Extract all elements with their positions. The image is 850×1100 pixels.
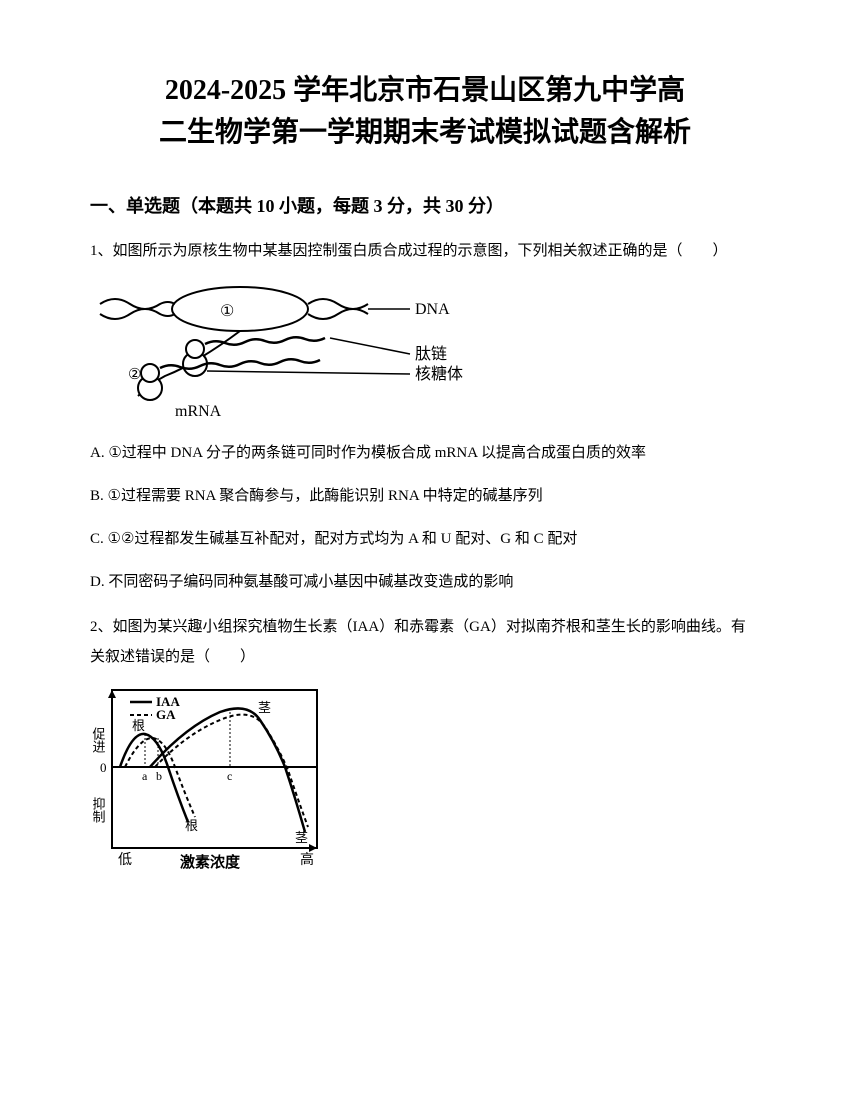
chart-xlabel-left: 低 <box>118 852 132 868</box>
question-2: 2、如图为某兴趣小组探究植物生长素（IAA）和赤霉素（GA）对拟南芥根和茎生长的… <box>90 612 760 882</box>
chart-label-stem-top: 茎 <box>258 700 271 715</box>
chart-label-root-top: 根 <box>132 718 145 733</box>
legend-ga: GA <box>156 707 176 722</box>
q1-option-d: D. 不同密码子编码同种氨基酸可减小基因中碱基改变造成的影响 <box>90 569 760 596</box>
chart-xlabel-right: 高 <box>300 851 314 868</box>
chart-tick-b: b <box>156 769 162 783</box>
chart-ylabel-bottom: 抑制 <box>91 797 106 823</box>
title-line-1: 2024-2025 学年北京市石景山区第九中学高 <box>90 70 760 112</box>
exam-title: 2024-2025 学年北京市石景山区第九中学高 二生物学第一学期期末考试模拟试… <box>90 70 760 154</box>
question-2-figure: 0 促进 抑制 IAA GA a b <box>90 682 760 882</box>
question-2-text: 2、如图为某兴趣小组探究植物生长素（IAA）和赤霉素（GA）对拟南芥根和茎生长的… <box>90 612 760 672</box>
title-line-2: 二生物学第一学期期末考试模拟试题含解析 <box>90 112 760 154</box>
question-1-figure: ① DNA ② 肽链 核糖体 mRNA <box>90 276 760 426</box>
label-dna: DNA <box>415 301 450 318</box>
chart-tick-c: c <box>227 769 232 783</box>
label-mrna: mRNA <box>175 403 222 420</box>
section-1-header: 一、单选题（本题共 10 小题，每题 3 分，共 30 分） <box>90 192 760 218</box>
hormone-concentration-chart: 0 促进 抑制 IAA GA a b <box>90 682 330 882</box>
chart-label-stem-bottom: 茎 <box>295 830 308 845</box>
q1-option-c: C. ①②过程都发生碱基互补配对，配对方式均为 A 和 U 配对、G 和 C 配… <box>90 526 760 553</box>
label-ribosome: 核糖体 <box>415 365 463 383</box>
label-circle-1: ① <box>220 303 234 320</box>
question-1: 1、如图所示为原核生物中某基因控制蛋白质合成过程的示意图，下列相关叙述正确的是（… <box>90 236 760 596</box>
dna-translation-diagram: ① DNA ② 肽链 核糖体 mRNA <box>90 276 470 426</box>
label-circle-2: ② <box>128 367 141 383</box>
chart-tick-a: a <box>142 769 148 783</box>
chart-label-root-bottom: 根 <box>185 818 198 833</box>
chart-ylabel-top: 促进 <box>91 727 106 754</box>
chart-zero: 0 <box>100 760 107 775</box>
q1-option-a: A. ①过程中 DNA 分子的两条链可同时作为模板合成 mRNA 以提高合成蛋白… <box>90 440 760 467</box>
q1-option-b: B. ①过程需要 RNA 聚合酶参与，此酶能识别 RNA 中特定的碱基序列 <box>90 483 760 510</box>
label-peptide: 肽链 <box>415 345 447 363</box>
question-1-text: 1、如图所示为原核生物中某基因控制蛋白质合成过程的示意图，下列相关叙述正确的是（… <box>90 236 760 266</box>
chart-xlabel: 激素浓度 <box>180 853 241 871</box>
